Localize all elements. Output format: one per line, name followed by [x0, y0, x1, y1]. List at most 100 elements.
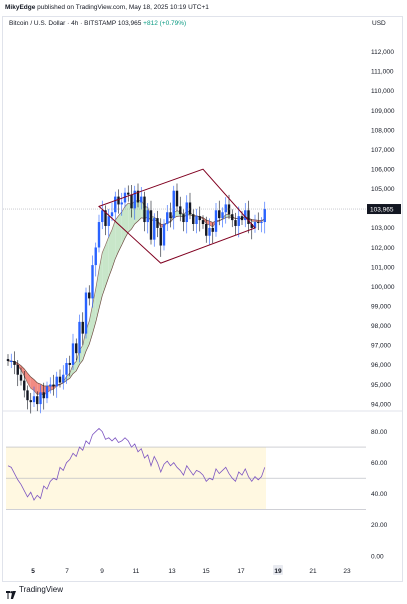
candle-body — [114, 196, 117, 213]
candle-body — [175, 190, 179, 207]
tradingview-logo-icon — [6, 586, 16, 599]
ma-ribbon-segment — [121, 206, 125, 246]
price-axis-label: 97,000 — [371, 343, 391, 350]
candle-body — [192, 214, 195, 224]
ma-ribbon-segment — [118, 211, 122, 252]
time-axis-label: 7 — [65, 568, 69, 575]
price-axis-label: 108,000 — [371, 127, 395, 134]
last-price-tag-label: 103,965 — [370, 206, 394, 213]
candle-body — [166, 212, 169, 224]
candle-body — [71, 343, 75, 365]
candle-body — [133, 190, 136, 209]
candle-body — [32, 396, 36, 403]
candle-body — [195, 216, 198, 224]
candle-body — [201, 220, 205, 224]
candle-body — [101, 210, 104, 223]
candle-body — [16, 364, 19, 375]
candle-body — [149, 210, 153, 240]
candle-body — [120, 202, 123, 205]
candle-body — [104, 210, 107, 226]
candle-body — [110, 212, 114, 217]
price-axis-label: 106,000 — [371, 166, 395, 173]
ma-ribbon-segment — [92, 288, 96, 334]
candle-body — [78, 321, 81, 354]
ma-ribbon-segment — [27, 373, 31, 389]
candle-body — [23, 380, 26, 391]
rsi-axis-label: 80.00 — [371, 429, 388, 436]
candle-body — [136, 190, 140, 203]
candle-body — [84, 292, 88, 334]
price-axis-label: 100,000 — [371, 284, 395, 291]
ma-ribbon-segment — [115, 215, 119, 259]
candle-body — [172, 190, 175, 219]
rsi-axis-label: 20.00 — [371, 522, 388, 529]
publisher-text: published on TradingView.com, May 18, 20… — [37, 4, 209, 11]
diamond-pattern — [98, 168, 256, 264]
candle-body — [45, 386, 49, 399]
price-axis-label: 98,000 — [371, 323, 391, 330]
candle-body — [234, 220, 237, 226]
price-change: +812 (+0.79%) — [143, 20, 187, 27]
candle-body — [140, 196, 143, 203]
price-axis-label: 107,000 — [371, 147, 395, 154]
price-axis-label: 112,000 — [371, 49, 394, 56]
candle-body — [13, 361, 16, 365]
candle-body — [263, 209, 266, 223]
candle-body — [91, 265, 94, 299]
ma-ribbon-segment — [69, 364, 73, 379]
rsi-axis-label: 40.00 — [371, 491, 388, 498]
candle-body — [156, 218, 159, 228]
last-price-tag — [367, 204, 401, 215]
symbol-line[interactable]: Bitcoin / U.S. Dollar · 4h · BITSTAMP — [9, 20, 117, 27]
candle-body — [237, 216, 240, 226]
rsi-axis-label: 60.00 — [371, 460, 388, 467]
price-axis-label: 95,000 — [371, 382, 391, 389]
symbol-info: Bitcoin / U.S. Dollar · 4h · BITSTAMP 10… — [9, 20, 186, 27]
ma-ribbon-segment — [138, 199, 142, 222]
ma-ribbon-segment — [108, 229, 112, 278]
price-axis-label: 111,000 — [371, 69, 394, 76]
ma-ribbon-segment — [30, 376, 34, 391]
candle-body — [88, 292, 91, 299]
price-axis-label: 96,000 — [371, 362, 391, 369]
time-axis-label: 11 — [133, 568, 140, 575]
ma-ribbon-segment — [95, 269, 99, 323]
tradingview-logo[interactable]: TradingView — [6, 585, 64, 599]
ma-ribbon-segment — [225, 214, 229, 218]
currency-label[interactable]: USD — [372, 20, 386, 27]
candle-body — [211, 227, 214, 232]
candle-body — [42, 392, 45, 399]
candle-body — [205, 224, 208, 236]
time-axis-label: 13 — [168, 568, 176, 575]
ma-ribbon-segment — [112, 220, 116, 269]
candle-body — [208, 227, 211, 236]
candle-body — [94, 247, 97, 266]
candle-body — [153, 218, 156, 240]
ma-ribbon-segment — [128, 203, 132, 233]
candle-body — [19, 374, 23, 381]
price-axis-label: 110,000 — [371, 88, 394, 95]
time-axis-label: 5 — [31, 568, 35, 575]
candle-body — [260, 222, 263, 224]
candle-body — [257, 222, 260, 224]
ma-ribbon-segment — [37, 382, 41, 395]
candle-body — [188, 202, 192, 215]
candle-body — [214, 210, 218, 232]
candle-body — [107, 216, 110, 226]
candle-body — [130, 194, 133, 209]
time-axis-label: 21 — [309, 568, 317, 575]
price-axis-label: 102,000 — [371, 245, 395, 252]
time-axis-label: 17 — [237, 568, 245, 575]
time-axis-label: 15 — [202, 568, 210, 575]
publisher-bar: MikyEdge published on TradingView.com, M… — [5, 4, 209, 11]
candle-body — [52, 384, 55, 387]
candle-body — [75, 343, 78, 354]
candle-body — [62, 374, 65, 383]
price-axis-label: 101,000 — [371, 264, 395, 271]
fast-ma-line — [8, 199, 266, 396]
publisher-name[interactable]: MikyEdge — [5, 4, 36, 11]
candle-body — [81, 321, 84, 334]
candle-body — [247, 210, 250, 224]
tradingview-logo-text: TradingView — [19, 585, 64, 594]
